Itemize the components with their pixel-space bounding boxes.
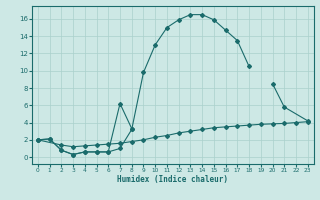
X-axis label: Humidex (Indice chaleur): Humidex (Indice chaleur)	[117, 175, 228, 184]
